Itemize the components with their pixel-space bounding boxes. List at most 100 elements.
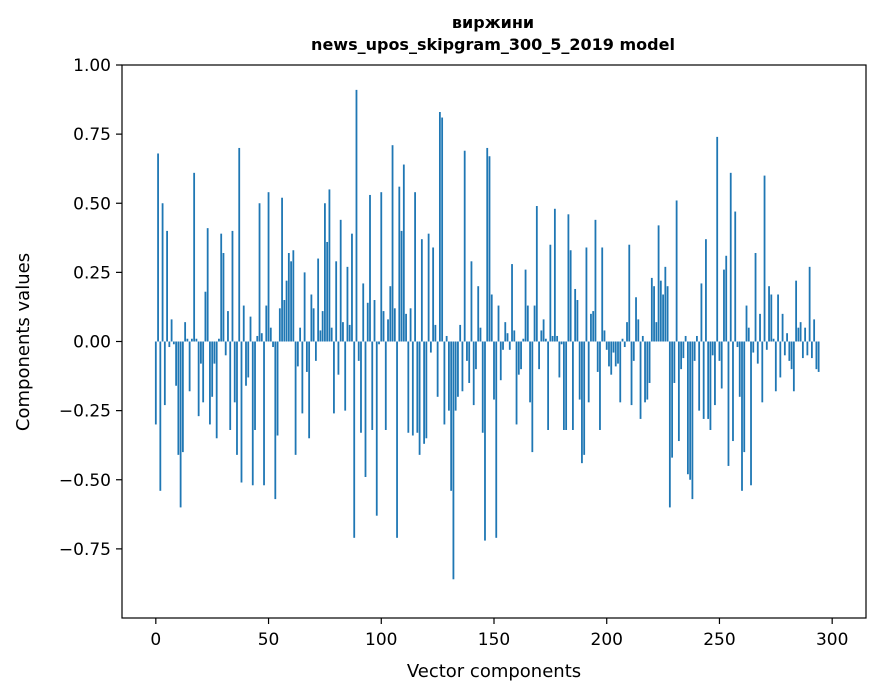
bar [186,338,189,342]
bar [220,233,223,342]
bar [630,341,633,406]
bar [188,341,191,392]
bar [747,327,750,342]
bar [725,255,728,342]
y-tick-label: 0.00 [73,333,111,353]
bar [499,341,502,381]
bar [265,305,268,342]
bar [626,322,628,342]
bar [707,341,710,419]
bar [195,338,198,342]
bar [418,341,421,455]
x-tick-label: 100 [365,630,397,650]
bar [673,341,676,383]
bar [680,341,683,370]
bar [558,341,561,378]
bar [804,327,807,342]
bar [583,341,586,455]
bar [276,341,279,436]
bar [637,319,640,342]
bar [732,341,734,442]
bar [529,341,531,403]
bar [179,341,182,508]
bar [729,172,732,342]
bar [475,341,477,370]
bar [177,341,180,455]
bar [416,341,419,433]
bar [610,341,613,375]
plot-frame [121,64,867,619]
bar [310,294,313,342]
bar-series [154,89,820,580]
bar [254,341,256,430]
bar [506,333,509,342]
bar [296,341,299,367]
bar [666,286,669,342]
bar [574,288,577,342]
bar [281,197,283,342]
bar [452,341,455,580]
bar [209,341,211,425]
bar [384,341,387,430]
bar [285,280,288,342]
bar [222,253,225,342]
bar [569,250,572,342]
bar [249,316,252,342]
bar [290,261,292,342]
x-tick-label: 300 [816,630,848,650]
x-tick-label: 250 [703,630,735,650]
bar [806,341,809,356]
bar [657,225,660,342]
bar [795,280,798,342]
x-tick-label: 50 [258,630,280,650]
bar [781,313,784,342]
bar [774,341,777,392]
bar [448,341,450,411]
bar [215,341,218,439]
bar [551,335,554,342]
bar [481,341,484,433]
y-tick-label: −0.25 [59,402,111,422]
bar [632,341,635,361]
bar [779,341,782,378]
bar [590,313,592,342]
bar [425,341,428,439]
bar [407,341,410,433]
bar [292,250,295,342]
bar [772,338,775,342]
x-tick-label: 0 [150,630,161,650]
bar [342,322,344,342]
bar [783,341,786,356]
bar [538,341,540,370]
y-tick-label: 0.25 [73,263,111,283]
bar [644,341,646,403]
bar [466,341,468,361]
bar [572,341,574,430]
bar [211,341,214,397]
bar [628,244,631,342]
bar [321,311,324,342]
bar [193,172,196,342]
x-axis-label: Vector components [407,661,581,682]
bar [429,341,432,353]
bar [479,327,482,342]
bar [761,341,764,403]
bar [696,335,698,342]
bar [664,266,667,342]
chart-title: виржини [452,13,534,32]
bar [312,308,315,342]
bar [671,341,674,458]
bar [256,335,259,342]
bar [200,341,202,364]
bar [387,319,389,342]
bar [650,277,653,342]
bar [576,300,579,342]
bar [441,117,444,342]
bar [648,341,651,383]
bar [599,341,601,430]
bar [170,319,173,342]
bar [461,341,464,392]
bar [594,219,597,342]
bar [157,153,159,342]
